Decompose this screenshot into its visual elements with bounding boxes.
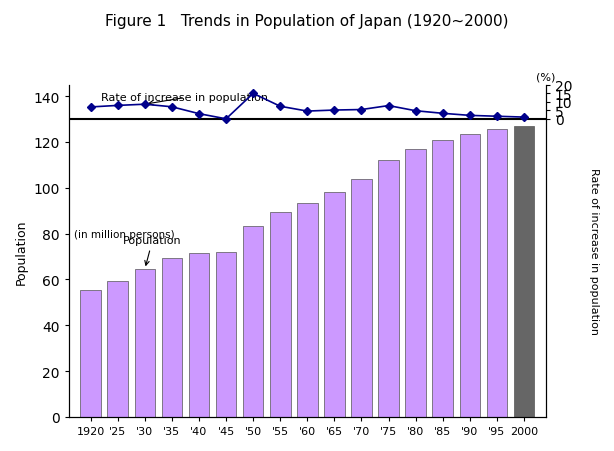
Bar — [188, 254, 209, 417]
Y-axis label: Rate of increase in population: Rate of increase in population — [589, 168, 599, 335]
Text: (in million persons): (in million persons) — [74, 230, 174, 239]
Bar — [161, 258, 182, 417]
Bar — [459, 134, 480, 417]
Y-axis label: Population: Population — [15, 219, 28, 284]
Bar — [432, 140, 453, 417]
Bar — [270, 213, 290, 417]
Bar — [487, 130, 507, 417]
Bar — [514, 127, 534, 417]
Bar — [216, 253, 236, 417]
Text: Figure 1   Trends in Population of Japan (1920~2000): Figure 1 Trends in Population of Japan (… — [105, 14, 509, 28]
Bar — [80, 290, 101, 417]
Bar — [405, 149, 426, 417]
Bar — [243, 227, 263, 417]
Bar — [378, 161, 399, 417]
Bar — [107, 281, 128, 417]
Bar — [324, 192, 344, 417]
Bar — [297, 203, 317, 417]
Text: Population: Population — [123, 236, 182, 266]
Text: (%): (%) — [536, 72, 555, 82]
Bar — [351, 180, 372, 417]
Text: Rate of increase in population: Rate of increase in population — [101, 93, 268, 106]
Bar — [134, 270, 155, 417]
